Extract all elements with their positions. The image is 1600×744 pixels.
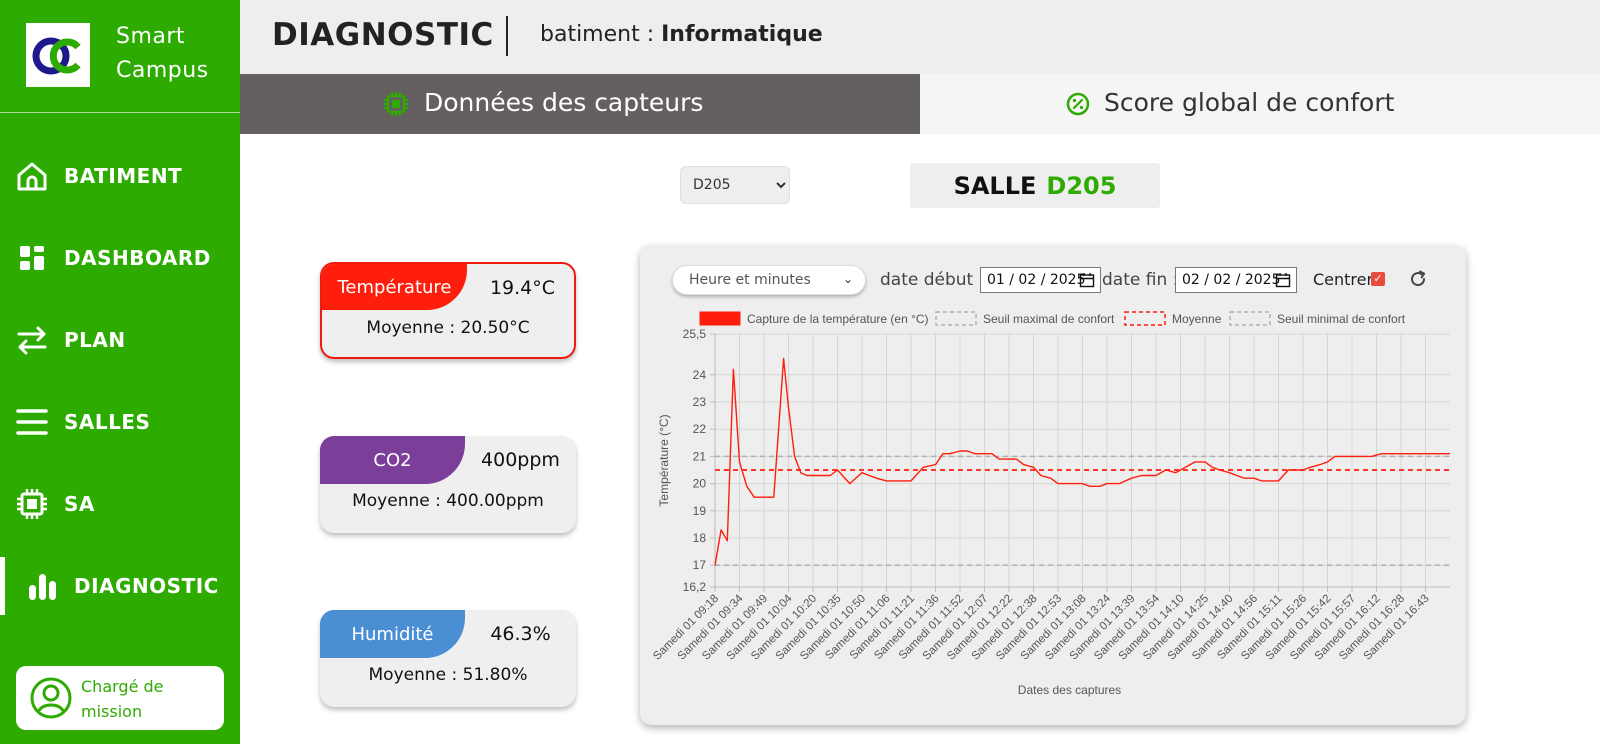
- legend-label: Seuil maximal de confort: [983, 312, 1115, 326]
- user-profile-button[interactable]: Chargé de mission: [16, 666, 224, 730]
- tab-label: Données des capteurs: [424, 88, 704, 117]
- center-label: Centrer: [1313, 270, 1374, 289]
- co2-value: 400ppm: [481, 449, 560, 471]
- room-banner-prefix: SALLE: [953, 171, 1037, 200]
- sidebar-item-sa[interactable]: SA: [0, 475, 240, 533]
- temperature-average: Moyenne : 20.50°C: [366, 318, 530, 338]
- dashboard-icon: [14, 240, 50, 276]
- temperature-chart: Capture de la température (en °C) Seuil m…: [651, 311, 1450, 697]
- calendar-icon[interactable]: [1275, 272, 1291, 288]
- legend-label: Seuil minimal de confort: [1277, 312, 1406, 326]
- y-tick-label: 21: [693, 449, 707, 463]
- building-prefix: batiment :: [540, 22, 662, 47]
- sidebar-item-salles[interactable]: SALLES: [0, 393, 240, 451]
- granularity-value: Heure et minutes: [689, 272, 811, 288]
- menu-lines-icon: [14, 404, 50, 440]
- building-name: Informatique: [661, 22, 823, 47]
- y-tick-label: 23: [693, 395, 707, 409]
- temperature-value: 19.4°C: [489, 277, 556, 299]
- page-header: DIAGNOSTIC batiment : Informatique: [240, 0, 1600, 74]
- header-separator: [506, 16, 508, 56]
- x-axis-title: Dates des captures: [1018, 683, 1121, 697]
- sidebar-item-diagnostic[interactable]: DIAGNOSTIC: [0, 557, 240, 615]
- end-date-value: 02 / 02 / 2025: [1182, 272, 1281, 288]
- humidity-average: Moyenne : 51.80%: [368, 665, 528, 685]
- building-info: batiment : Informatique: [540, 22, 823, 47]
- y-tick-label: 20: [693, 477, 707, 491]
- start-date-value: 01 / 02 / 2025: [987, 272, 1086, 288]
- sidebar-item-batiment[interactable]: BATIMENT: [0, 147, 240, 205]
- chevron-down-icon: ⌄: [842, 272, 853, 286]
- tab-label: Score global de confort: [1104, 88, 1395, 117]
- co2-average: Moyenne : 400.00ppm: [352, 491, 544, 511]
- co2-card[interactable]: CO2 400ppm Moyenne : 400.00ppm: [320, 436, 576, 533]
- bar-chart-icon: [24, 568, 60, 604]
- user-role: Chargé de mission: [81, 677, 164, 721]
- start-date-label: date début :: [880, 270, 985, 290]
- temperature-card[interactable]: Température 19.4°C Moyenne : 20.50°C: [320, 262, 576, 359]
- page-title: DIAGNOSTIC: [272, 17, 494, 53]
- center-checkbox[interactable]: ✓: [1371, 272, 1385, 286]
- humidity-value: 46.3%: [490, 623, 551, 645]
- temperature-badge: Température: [322, 264, 467, 310]
- sidebar-item-label: SALLES: [64, 410, 151, 434]
- percent-circle-icon: [1066, 92, 1090, 116]
- end-date-input[interactable]: 02 / 02 / 2025: [1175, 267, 1297, 293]
- legend-label: Capture de la température (en °C): [747, 312, 929, 326]
- legend-swatch: [699, 311, 741, 326]
- legend-swatch: [1229, 311, 1271, 326]
- sidebar-item-plan[interactable]: PLAN: [0, 311, 240, 369]
- y-tick-label: 19: [693, 504, 707, 518]
- end-date-label: date fin :: [1102, 270, 1179, 290]
- y-tick-label: 18: [693, 531, 707, 545]
- legend-swatch: [935, 311, 977, 326]
- app-logo[interactable]: [26, 23, 90, 87]
- user-avatar-icon: [30, 677, 72, 719]
- calendar-icon[interactable]: [1079, 272, 1095, 288]
- room-select[interactable]: D205: [680, 166, 790, 204]
- home-icon: [14, 158, 50, 194]
- swap-arrows-icon: [14, 322, 50, 358]
- y-tick-label: 22: [693, 422, 707, 436]
- granularity-select[interactable]: Heure et minutes ⌄: [672, 265, 866, 295]
- y-axis-title: Température (°C): [657, 414, 671, 506]
- co2-badge: CO2: [320, 436, 465, 484]
- tab-sensor-data[interactable]: Données des capteurs: [240, 74, 920, 134]
- sidebar: Smart Campus BATIMENT DASHBOARD PLAN: [0, 0, 240, 744]
- sidebar-item-label: BATIMENT: [64, 164, 183, 188]
- y-tick-label: 16,2: [683, 580, 707, 594]
- y-tick-label: 24: [693, 368, 707, 382]
- sidebar-item-label: DIAGNOSTIC: [74, 574, 219, 598]
- app-name-line2: Campus: [116, 58, 209, 83]
- chip-icon: [384, 92, 408, 116]
- humidity-badge: Humidité: [320, 610, 465, 658]
- legend-label: Moyenne: [1172, 312, 1222, 326]
- sidebar-divider: [0, 112, 240, 113]
- y-tick-label: 25,5: [683, 327, 707, 341]
- room-banner-id: D205: [1046, 171, 1117, 200]
- tab-comfort-score[interactable]: Score global de confort: [920, 74, 1600, 134]
- chip-icon: [14, 486, 50, 522]
- temperature-series-line: [714, 357, 1450, 566]
- y-tick-label: 17: [693, 558, 707, 572]
- app-name: Smart Campus: [116, 20, 209, 88]
- sidebar-item-label: PLAN: [64, 328, 126, 352]
- refresh-icon[interactable]: [1408, 269, 1428, 289]
- humidity-card[interactable]: Humidité 46.3% Moyenne : 51.80%: [320, 610, 576, 707]
- logo-icon: [32, 37, 81, 75]
- room-banner: SALLE D205: [910, 163, 1160, 208]
- legend-swatch: [1124, 311, 1166, 326]
- app-name-line1: Smart: [116, 24, 186, 49]
- sidebar-item-label: DASHBOARD: [64, 246, 211, 270]
- sidebar-item-label: SA: [64, 492, 95, 516]
- sidebar-item-dashboard[interactable]: DASHBOARD: [0, 229, 240, 287]
- start-date-input[interactable]: 01 / 02 / 2025: [980, 267, 1101, 293]
- chart-panel: Heure et minutes ⌄ date début : 01 / 02 …: [640, 245, 1466, 725]
